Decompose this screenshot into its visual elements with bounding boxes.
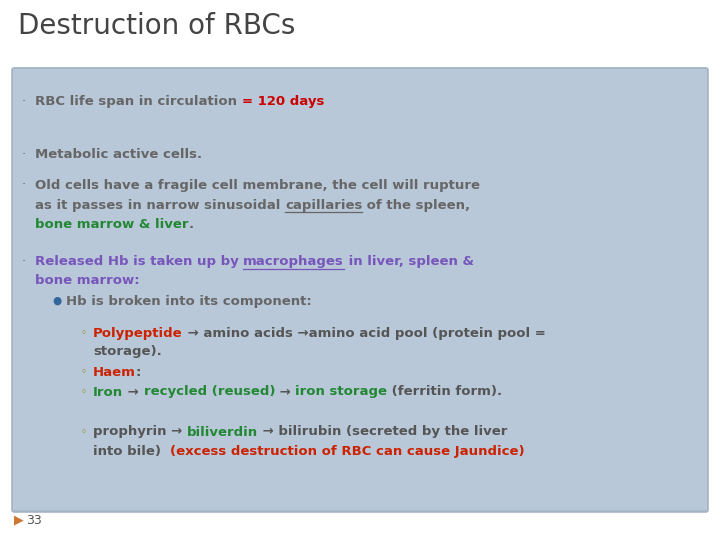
Text: recycled (reused): recycled (reused)	[143, 386, 275, 399]
Text: ·: ·	[22, 179, 26, 192]
Text: 33: 33	[26, 514, 42, 526]
Text: ◦: ◦	[80, 427, 86, 437]
Text: ·: ·	[22, 148, 26, 161]
Text: Destruction of RBCs: Destruction of RBCs	[18, 12, 295, 40]
Text: Haem: Haem	[93, 366, 136, 379]
Text: ◦: ◦	[80, 387, 86, 397]
Text: .: .	[189, 219, 194, 232]
Text: ◦: ◦	[80, 367, 86, 377]
Text: :: :	[136, 366, 141, 379]
Text: Polypeptide: Polypeptide	[93, 327, 183, 340]
Text: ·: ·	[22, 255, 26, 268]
Text: as it passes in narrow sinusoidal: as it passes in narrow sinusoidal	[35, 199, 285, 212]
Text: → bilirubin (secreted by the liver: → bilirubin (secreted by the liver	[258, 426, 508, 438]
FancyBboxPatch shape	[12, 68, 708, 512]
Text: into bile): into bile)	[93, 444, 170, 457]
Text: →: →	[275, 386, 295, 399]
Text: macrophages: macrophages	[243, 255, 344, 268]
Text: Iron: Iron	[93, 386, 123, 399]
Text: Released Hb is taken up by: Released Hb is taken up by	[35, 255, 243, 268]
Text: (ferritin form).: (ferritin form).	[387, 386, 503, 399]
Text: capillaries: capillaries	[285, 199, 362, 212]
Text: = 120 days: = 120 days	[242, 96, 324, 109]
Text: Metabolic active cells.: Metabolic active cells.	[35, 148, 202, 161]
Text: bone marrow & liver: bone marrow & liver	[35, 219, 189, 232]
Text: of the spleen,: of the spleen,	[362, 199, 470, 212]
Text: ◦: ◦	[80, 328, 86, 338]
Text: ▶: ▶	[14, 514, 24, 526]
Text: →: →	[123, 386, 143, 399]
Text: RBC life span in circulation: RBC life span in circulation	[35, 96, 242, 109]
Text: prophyrin →: prophyrin →	[93, 426, 187, 438]
Text: ·: ·	[22, 96, 26, 109]
Text: (excess destruction of RBC can cause Jaundice): (excess destruction of RBC can cause Jau…	[170, 444, 525, 457]
Text: in liver, spleen &: in liver, spleen &	[344, 255, 474, 268]
Text: iron storage: iron storage	[295, 386, 387, 399]
Text: bone marrow:: bone marrow:	[35, 274, 140, 287]
Text: storage).: storage).	[93, 346, 162, 359]
Text: → amino acids →amino acid pool (protein pool =: → amino acids →amino acid pool (protein …	[183, 327, 545, 340]
Text: biliverdin: biliverdin	[187, 426, 258, 438]
Text: Hb is broken into its component:: Hb is broken into its component:	[66, 294, 312, 307]
Text: ●: ●	[52, 296, 61, 306]
Text: Old cells have a fragile cell membrane, the cell will rupture: Old cells have a fragile cell membrane, …	[35, 179, 480, 192]
